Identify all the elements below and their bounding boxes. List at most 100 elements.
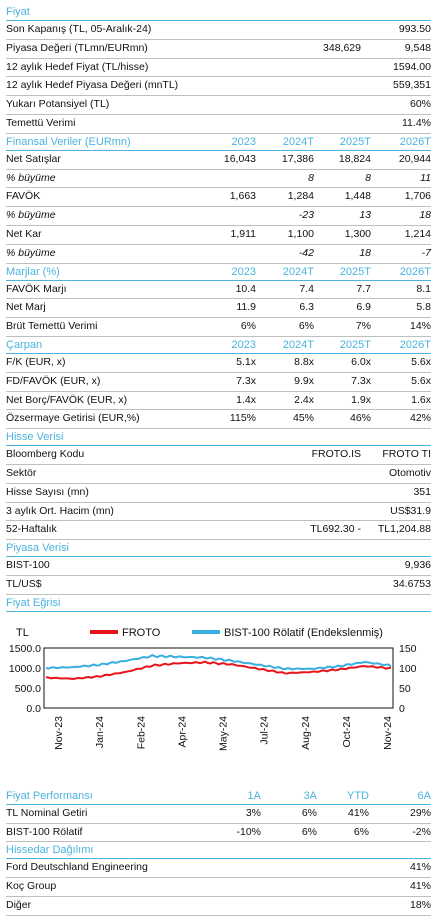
row-value: -10% bbox=[236, 825, 261, 838]
series-line-froto bbox=[45, 660, 392, 680]
table-row: Temettü Verimi 11.4% bbox=[6, 115, 431, 134]
row-value: 1,448 bbox=[344, 190, 371, 203]
row-value: 7.4 bbox=[299, 282, 314, 295]
row-value bbox=[156, 245, 256, 263]
row-value: -2% bbox=[412, 825, 431, 838]
table-row: BIST-100 9,936 bbox=[6, 557, 431, 576]
row-value: TL1,204.88 bbox=[377, 523, 431, 536]
row-mid-value bbox=[256, 484, 361, 502]
row-label: FD/FAVÖK (EUR, x) bbox=[6, 374, 101, 387]
table-row: Son Kapanış (TL, 05-Aralık-24) 993.50 bbox=[6, 21, 431, 40]
row-value: 41% bbox=[409, 861, 431, 874]
table-row: Brüt Temettü Verimi 6% 6% 7% 14% bbox=[6, 318, 431, 337]
y-left-tick-label: 1500.0 bbox=[9, 643, 41, 655]
row-value: 16,043 bbox=[223, 152, 256, 165]
row-value: 1,214 bbox=[404, 227, 431, 240]
year-col: 2024T bbox=[282, 135, 314, 148]
table-row: % büyüme -23 13 18 bbox=[6, 207, 431, 226]
perf-col: 1A bbox=[247, 789, 261, 802]
performans-section-title: Fiyat Performansı bbox=[6, 789, 93, 802]
row-mid-value bbox=[256, 77, 361, 95]
row-value: 1,100 bbox=[287, 227, 314, 240]
table-row: Piyasa Değeri (TLmn/EURmn) 348,629 9,548 bbox=[6, 40, 431, 59]
row-label: BIST-100 Rölatif bbox=[6, 825, 83, 838]
row-value: 2.4x bbox=[294, 393, 314, 406]
legend-froto-label: FROTO bbox=[122, 627, 161, 639]
row-label: % büyüme bbox=[6, 171, 56, 184]
row-label: Sektör bbox=[6, 466, 37, 479]
table-row: Diğer 18% bbox=[6, 897, 431, 916]
row-mid-value bbox=[256, 503, 361, 521]
x-tick-label: May-24 bbox=[218, 716, 230, 751]
table-row: Net Satışlar 16,043 17,386 18,824 20,944 bbox=[6, 151, 431, 170]
row-value bbox=[156, 170, 256, 188]
y-left-tick-label: 0.0 bbox=[26, 703, 41, 715]
row-value: FROTO TI bbox=[382, 448, 431, 461]
row-value: 8.8x bbox=[294, 355, 314, 368]
row-label: Net Marj bbox=[6, 301, 46, 314]
row-value: 13 bbox=[359, 209, 371, 222]
row-value: 1,300 bbox=[344, 227, 371, 240]
row-value: 9,936 bbox=[404, 559, 431, 572]
x-tick-label: Nov-23 bbox=[53, 716, 65, 750]
row-mid-value bbox=[256, 21, 361, 39]
row-value: 1,284 bbox=[287, 190, 314, 203]
hissedar-table: Ford Deutschland Engineering 41% Koç Group… bbox=[6, 859, 431, 916]
row-mid-value bbox=[256, 465, 361, 483]
x-tick-label: Apr-24 bbox=[176, 716, 188, 748]
x-tick-label: Feb-24 bbox=[135, 716, 147, 749]
row-value: 5.1x bbox=[236, 355, 256, 368]
table-row: BIST-100 Rölatif -10% 6% 6% -2% bbox=[6, 824, 431, 843]
row-value: 6.9 bbox=[356, 301, 371, 314]
table-row: TL/US$ 34.6753 bbox=[6, 576, 431, 595]
row-value: 17,386 bbox=[281, 152, 314, 165]
year-col: 2025T bbox=[339, 338, 371, 351]
row-value: 7.3x bbox=[351, 374, 371, 387]
perf-col: 3A bbox=[303, 789, 317, 802]
row-value: 18,824 bbox=[338, 152, 371, 165]
table-row: 3 aylık Ort. Hacim (mn) US$31.9 bbox=[6, 503, 431, 522]
y-left-tick-label: 1000.0 bbox=[9, 663, 41, 675]
table-row: FAVÖK 1,663 1,284 1,448 1,706 bbox=[6, 188, 431, 208]
table-row: Yukarı Potansiyel (TL) 60% bbox=[6, 96, 431, 115]
row-value: 34.6753 bbox=[393, 577, 431, 590]
row-value: 1.4x bbox=[236, 393, 256, 406]
row-value: 1.6x bbox=[411, 393, 431, 406]
table-row: Koç Group 41% bbox=[6, 878, 431, 897]
row-label: Son Kapanış (TL, 05-Aralık-24) bbox=[6, 23, 152, 35]
row-value: 7.7 bbox=[356, 282, 371, 295]
row-label: FAVÖK bbox=[6, 190, 41, 203]
row-mid-value bbox=[256, 96, 361, 114]
row-label: Brüt Temettü Verimi bbox=[6, 320, 98, 333]
row-value: 41% bbox=[409, 880, 431, 893]
row-label: Net Satışlar bbox=[6, 152, 61, 165]
row-value: 45% bbox=[292, 412, 314, 425]
table-row: Bloomberg Kodu FROTO.IS FROTO TI bbox=[6, 446, 431, 465]
perf-col: YTD bbox=[347, 789, 369, 802]
row-label: Hisse Sayısı (mn) bbox=[6, 485, 89, 498]
finansal-table: Net Satışlar 16,043 17,386 18,824 20,944 % bü… bbox=[6, 151, 431, 264]
row-label: Diğer bbox=[6, 898, 32, 911]
table-row: Net Kar 1,911 1,100 1,300 1,214 bbox=[6, 226, 431, 245]
price-chart-svg: TL FROTO BIST-100 Rölatif (Endekslenmiş) 0.… bbox=[9, 627, 417, 751]
table-row: 12 aylık Hedef Fiyat (TL/hisse) 1594.00 bbox=[6, 59, 431, 78]
legend-bist-label: BIST-100 Rölatif (Endekslenmiş) bbox=[224, 627, 383, 639]
row-mid-value bbox=[256, 115, 361, 133]
carpan-header: Çarpan 2023 2024T 2025T 2026T bbox=[6, 337, 431, 354]
row-label: Özsermaye Getirisi (EUR,%) bbox=[6, 412, 140, 425]
x-tick-label: Nov-24 bbox=[382, 716, 394, 750]
row-label: TL Nominal Getiri bbox=[6, 806, 88, 819]
row-label: Yukarı Potansiyel (TL) bbox=[6, 98, 110, 111]
table-row: F/K (EUR, x) 5.1x 8.8x 6.0x 5.6x bbox=[6, 354, 431, 373]
row-value: 1,706 bbox=[404, 190, 431, 203]
x-tick-label: Oct-24 bbox=[341, 716, 353, 748]
performans-header: Fiyat Performansı 1A 3A YTD 6A bbox=[6, 788, 431, 805]
row-label: % büyüme bbox=[6, 246, 56, 259]
left-axis-unit: TL bbox=[16, 627, 29, 639]
row-value: -42 bbox=[298, 246, 314, 259]
row-value: Otomotiv bbox=[388, 466, 431, 479]
plot-area bbox=[43, 647, 394, 709]
row-value: US$31.9 bbox=[390, 504, 431, 517]
piyasa-table: BIST-100 9,936 TL/US$ 34.6753 bbox=[6, 557, 431, 595]
y-right-tick-label: 100 bbox=[399, 663, 417, 675]
